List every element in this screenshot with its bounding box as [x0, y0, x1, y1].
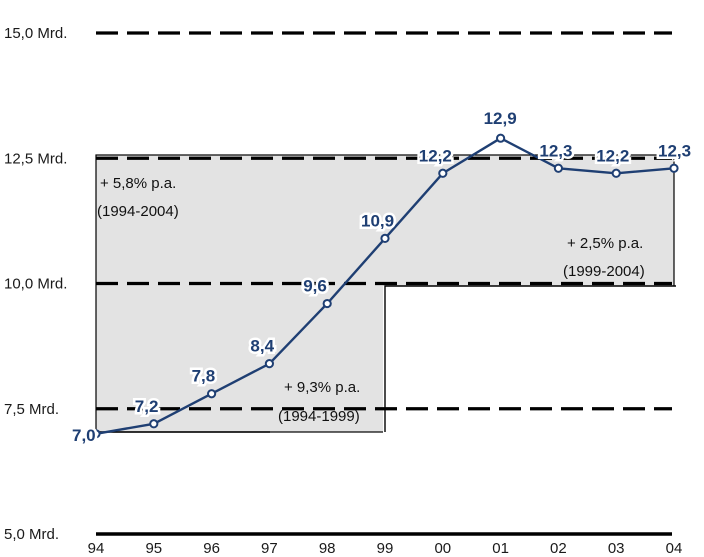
annotation-late-period: (1999-2004) — [563, 263, 645, 280]
x-tick-label: 02 — [550, 540, 567, 557]
y-tick-label: 15,0 Mrd. — [4, 25, 67, 42]
x-tick-label: 00 — [434, 540, 451, 557]
region-step-outline — [96, 285, 676, 433]
x-tick-label: 94 — [88, 540, 105, 557]
annotation-late-rate: + 2,5% p.a. — [567, 235, 643, 252]
data-point — [496, 133, 506, 143]
annotation-total-rate: + 5,8% p.a. — [100, 175, 176, 192]
data-label: 12,3 — [658, 141, 691, 160]
data-point — [611, 168, 621, 178]
data-label: 7,2 — [135, 397, 159, 416]
annotations: + 5,8% p.a. (1994-2004) + 2,5% p.a. (199… — [97, 175, 645, 425]
data-label: 10,9 — [361, 211, 394, 230]
y-tick-label: 5,0 Mrd. — [4, 526, 59, 543]
x-tick-label: 98 — [319, 540, 336, 557]
x-tick-label: 95 — [145, 540, 162, 557]
data-labels: 7,0 7,2 7,8 8,4 9,6 10,9 12,2 12,9 12,3 12,2 12,3 — [70, 107, 694, 448]
data-points — [91, 133, 679, 439]
annotation-early-period: (1994-1999) — [278, 408, 360, 425]
growth-period-regions — [95, 154, 680, 436]
region-cutout — [383, 286, 680, 436]
data-point — [207, 389, 217, 399]
x-tick-label: 03 — [608, 540, 625, 557]
annotation-total-period: (1994-2004) — [97, 203, 179, 220]
data-label: 8,4 — [250, 337, 274, 356]
x-tick-label: 97 — [261, 540, 278, 557]
data-label: 12,3 — [539, 141, 572, 160]
annotation-early-rate: + 9,3% p.a. — [284, 379, 360, 396]
data-point — [438, 168, 448, 178]
y-tick-label: 12,5 Mrd. — [4, 150, 67, 167]
x-tick-label: 04 — [666, 540, 683, 557]
y-gridlines — [96, 31, 672, 536]
x-tick-label: 99 — [377, 540, 394, 557]
data-point — [264, 359, 274, 369]
data-point — [149, 419, 159, 429]
data-point — [380, 233, 390, 244]
data-label: 12,2 — [596, 146, 629, 165]
data-label: 7,8 — [192, 367, 216, 386]
data-point — [669, 163, 679, 173]
x-tick-label: 01 — [492, 540, 509, 557]
data-label: 7,0 — [72, 426, 96, 445]
y-tick-label: 10,0 Mrd. — [4, 276, 67, 293]
data-point — [91, 429, 101, 439]
x-tick-labels: 94 95 96 97 98 99 00 01 02 03 04 — [88, 540, 683, 557]
x-tick-label: 96 — [203, 540, 220, 557]
data-label: 12,2 — [419, 146, 452, 165]
y-tick-label: 7,5 Mrd. — [4, 401, 59, 418]
data-point — [553, 163, 564, 173]
data-label: 9,6 — [303, 277, 327, 296]
y-tick-labels: 5,0 Mrd. 7,5 Mrd. 10,0 Mrd. 12,5 Mrd. 15,0 M… — [4, 25, 67, 543]
data-label: 12,9 — [484, 109, 517, 128]
data-point — [322, 298, 332, 309]
